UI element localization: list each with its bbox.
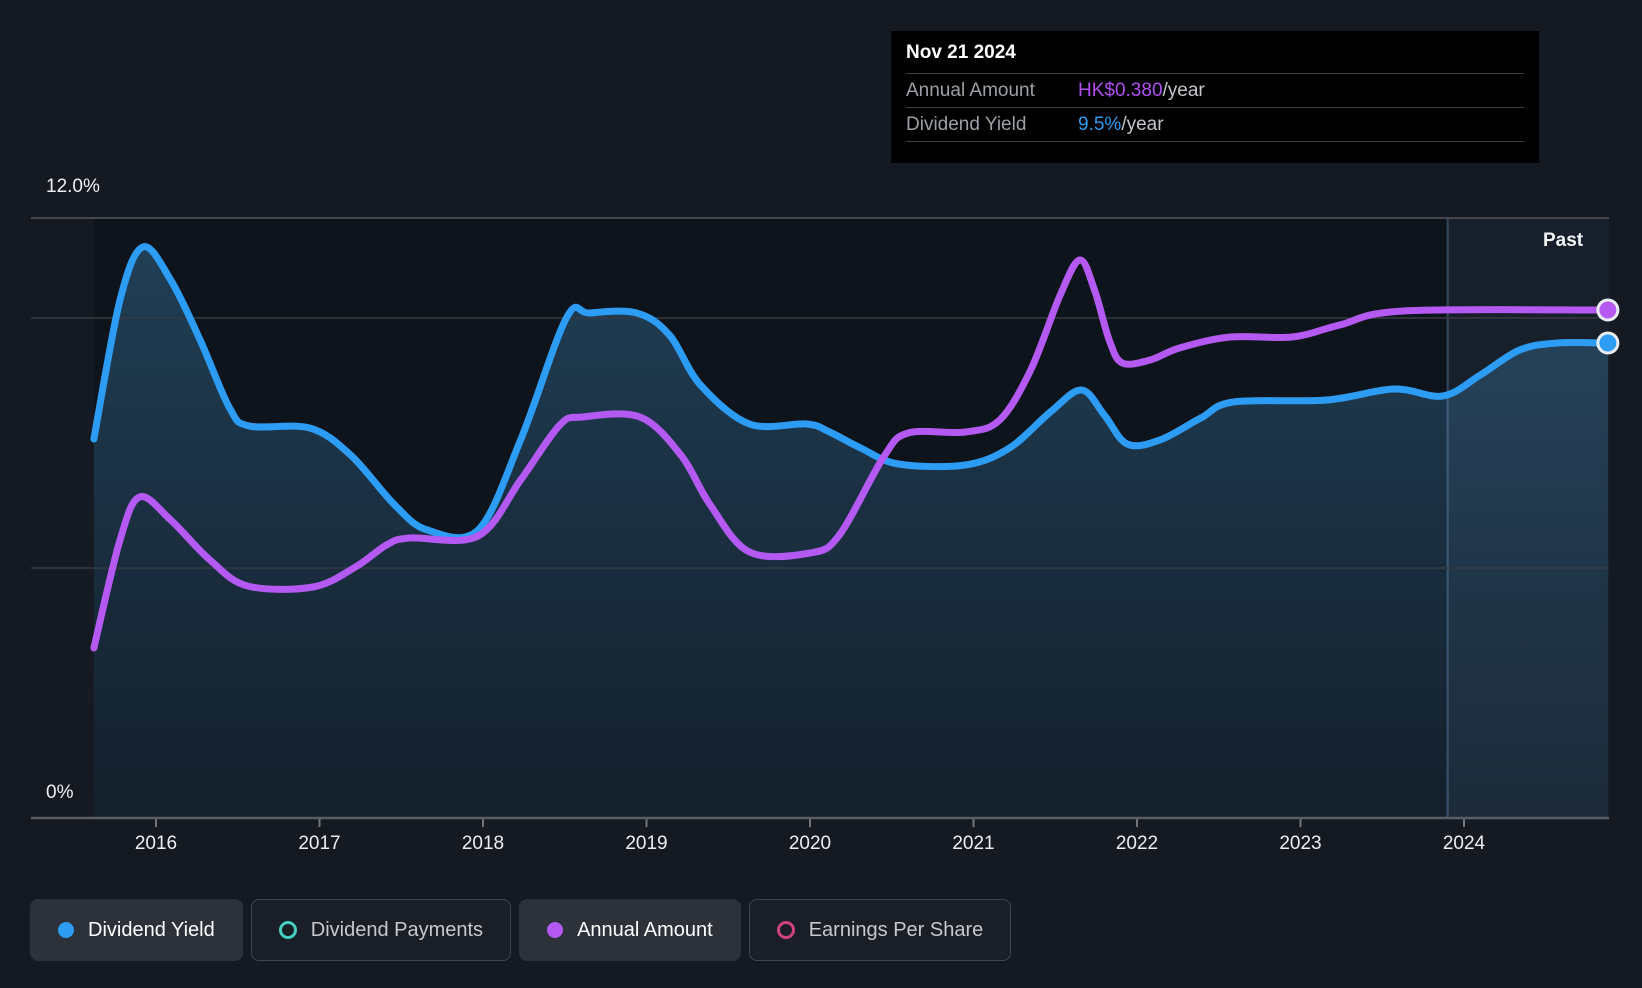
- tooltip-row-annual-amount: Annual Amount HK$0.380/year: [906, 73, 1524, 107]
- series-lines: [90, 243, 1612, 652]
- legend-toggle-dividend-payments[interactable]: Dividend Payments: [250, 899, 512, 961]
- series-end-dots: [1596, 298, 1620, 355]
- x-axis-label-2017: 2017: [298, 833, 341, 854]
- past-region-label: Past: [1543, 230, 1584, 251]
- tooltip-dividend-yield-value: 9.5%: [1078, 113, 1122, 135]
- tooltip-annual-amount-value: HK$0.380: [1078, 79, 1163, 101]
- x-axis-label-2018: 2018: [461, 833, 505, 854]
- x-axis-label-2022: 2022: [1115, 833, 1159, 854]
- y-axis-zero-label: 0%: [46, 782, 74, 803]
- line-dividend-yield: [90, 243, 1612, 542]
- dividend-yield-area-fill: [93, 246, 1608, 819]
- chart-tooltip: Nov 21 2024 Annual Amount HK$0.380/year …: [891, 31, 1539, 163]
- x-axis-label-2019: 2019: [625, 833, 668, 854]
- tooltip-dividend-yield-label: Dividend Yield: [906, 113, 1027, 135]
- area-fill-path: [93, 246, 1608, 819]
- annual-amount-dot-icon: [547, 922, 564, 938]
- legend-earnings-per-share-label: Earnings Per Share: [808, 918, 984, 941]
- tooltip-row-dividend-yield: Dividend Yield 9.5%/year: [906, 107, 1524, 142]
- end-dot-dividend-yield: [1596, 331, 1620, 355]
- tooltip-date: Nov 21 2024: [906, 42, 1016, 63]
- chart-legend: Dividend Yield Dividend Payments Annual …: [30, 899, 1012, 961]
- x-axis-label-2021: 2021: [952, 833, 995, 854]
- dividend-payments-ring-icon: [278, 921, 297, 939]
- tooltip-dividend-yield-unit: /year: [1121, 113, 1164, 135]
- x-axis-label-2023: 2023: [1279, 833, 1322, 854]
- y-axis-max-label: 12.0%: [46, 176, 100, 197]
- x-axis: [31, 816, 1609, 827]
- past-band-rect: [1447, 219, 1609, 818]
- legend-dividend-payments-label: Dividend Payments: [310, 918, 484, 941]
- legend-dividend-yield-label: Dividend Yield: [88, 918, 215, 941]
- x-axis-label-2024: 2024: [1442, 833, 1486, 854]
- tooltip-annual-amount-unit: /year: [1162, 79, 1205, 101]
- past-region-band: [1446, 219, 1609, 818]
- end-dot-annual-amount: [1596, 298, 1620, 322]
- legend-toggle-annual-amount[interactable]: Annual Amount: [519, 899, 741, 961]
- dividend-yield-dot-icon: [58, 922, 74, 938]
- legend-annual-amount-label: Annual Amount: [577, 918, 713, 941]
- legend-toggle-dividend-yield[interactable]: Dividend Yield: [30, 899, 243, 961]
- x-axis-label-2016: 2016: [134, 833, 178, 854]
- tooltip-annual-amount-label: Annual Amount: [906, 79, 1035, 101]
- gridlines: [31, 217, 1609, 569]
- x-axis-label-2020: 2020: [788, 833, 832, 854]
- earnings-per-share-ring-icon: [776, 921, 795, 939]
- line-annual-amount: [90, 256, 1612, 652]
- legend-toggle-earnings-per-share[interactable]: Earnings Per Share: [748, 899, 1012, 961]
